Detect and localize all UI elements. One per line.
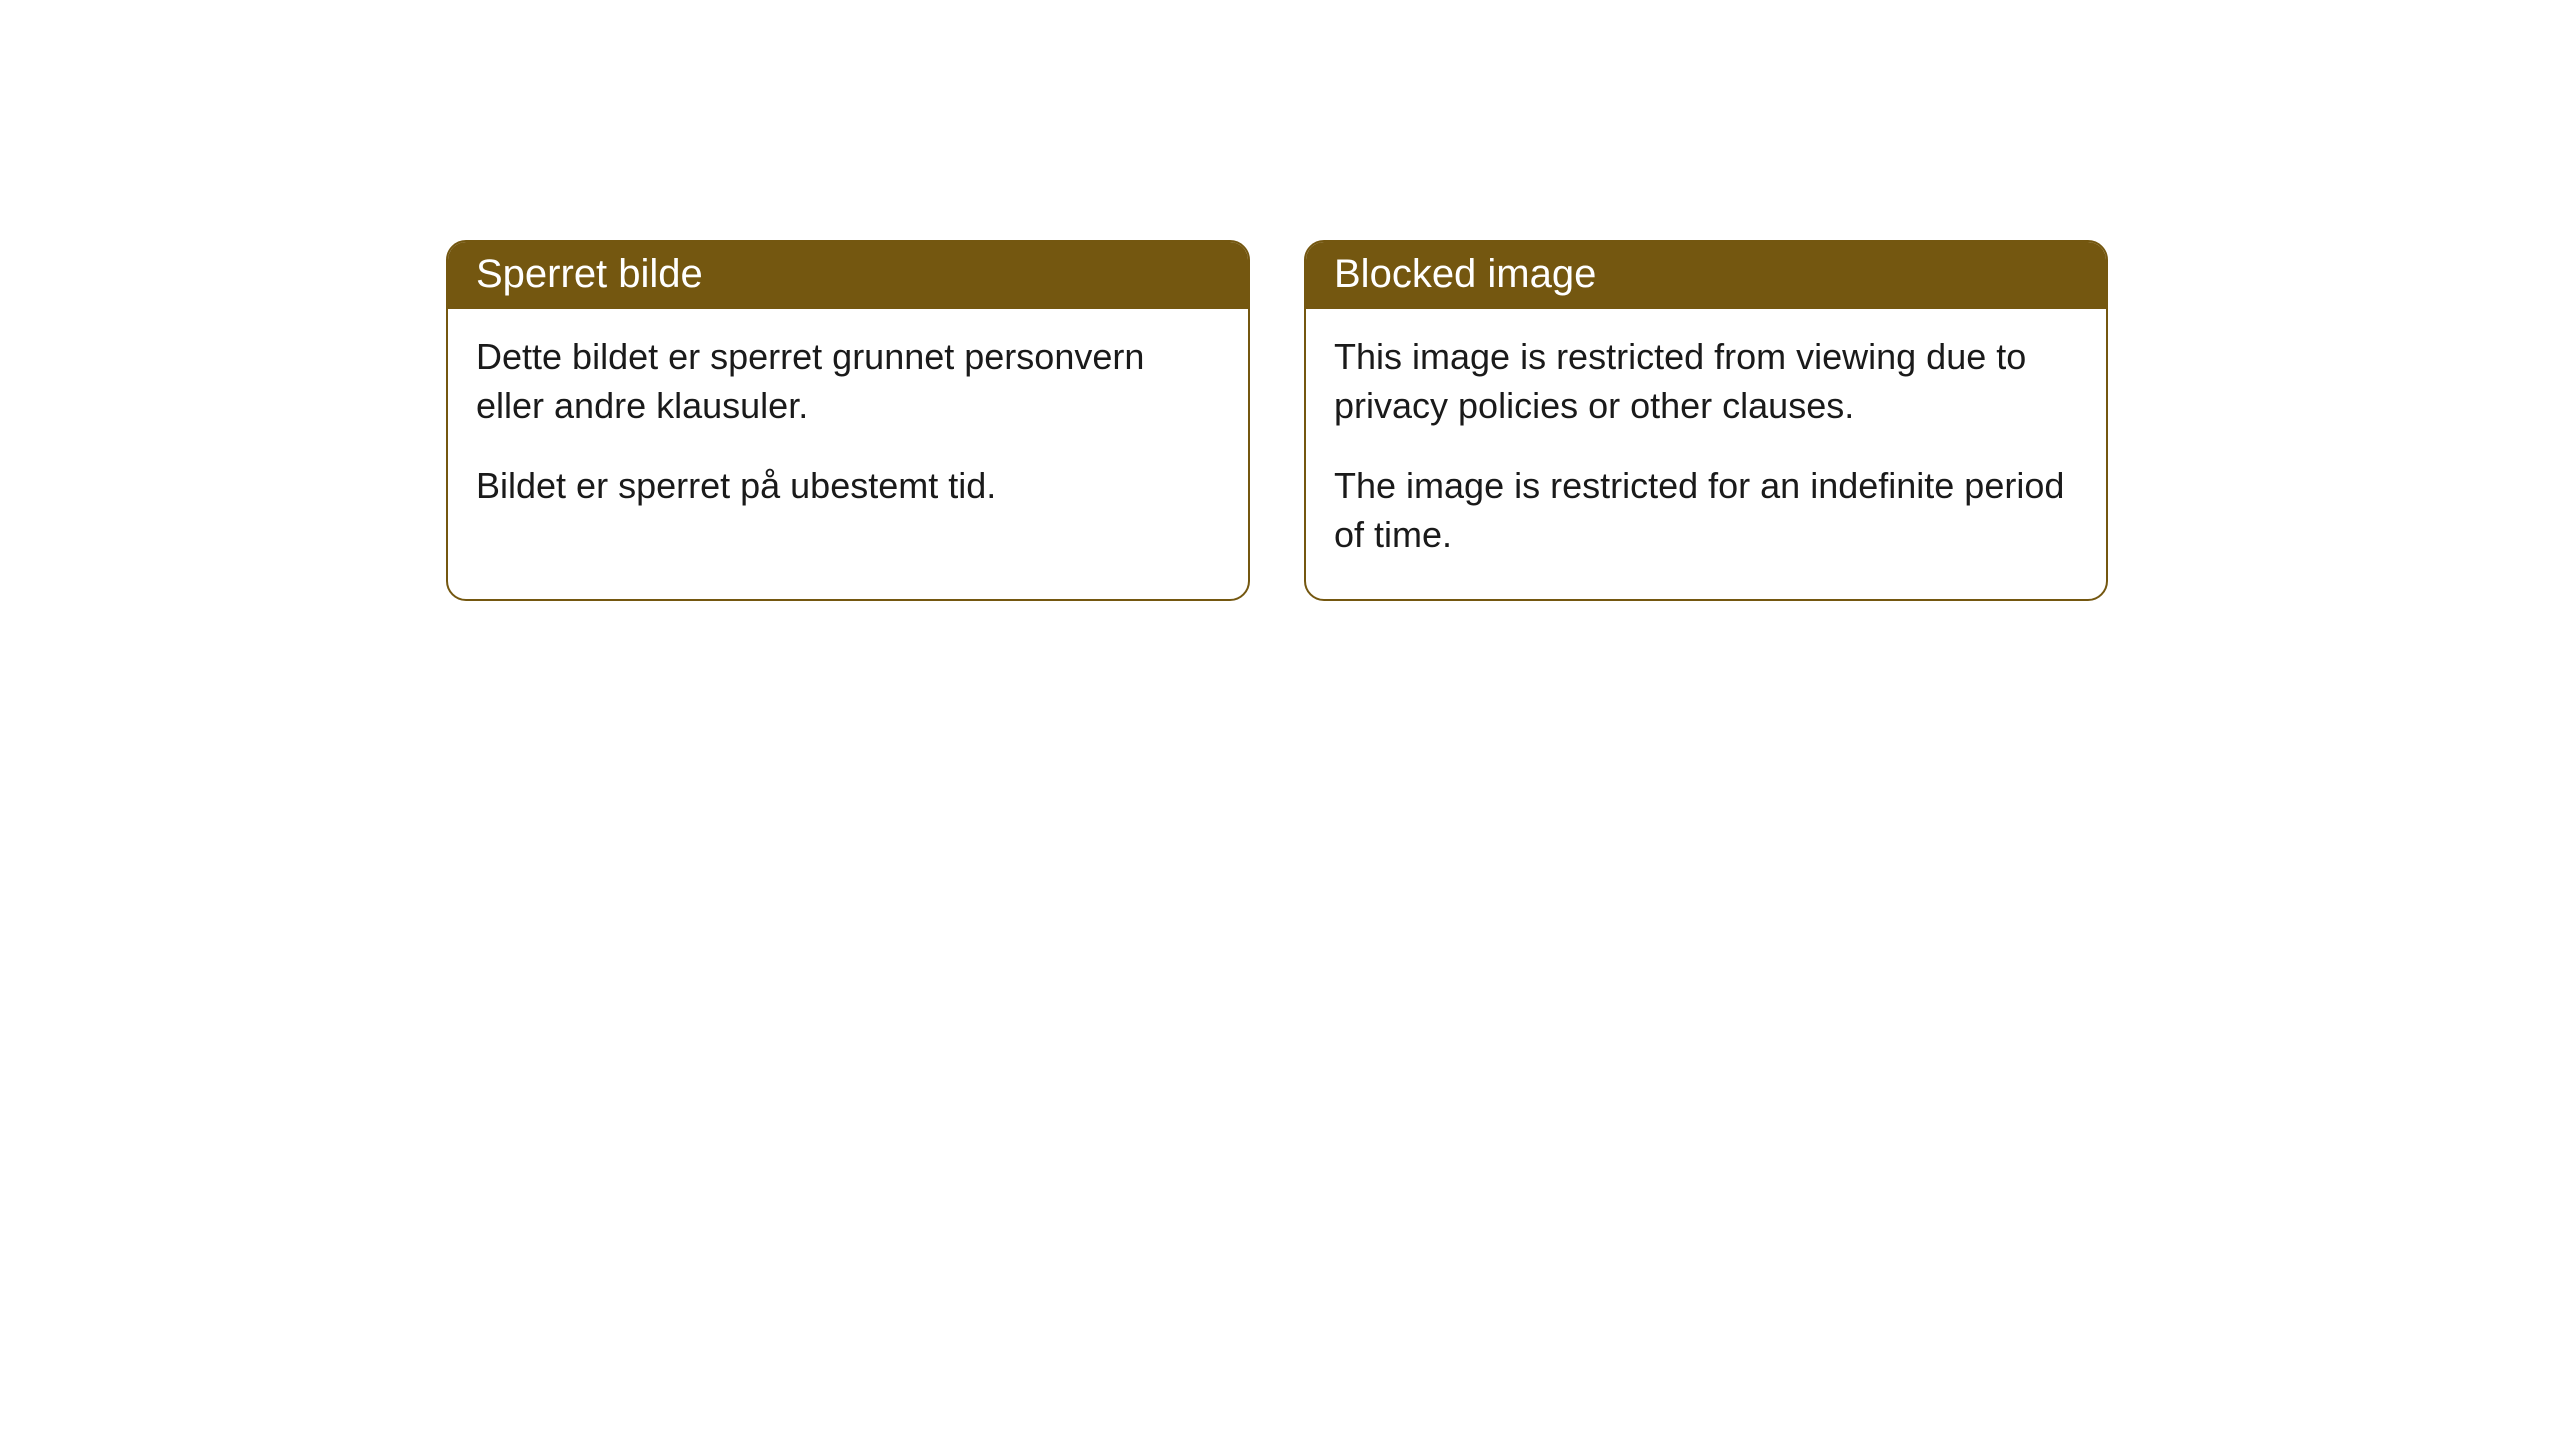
card-text-no-1: Dette bildet er sperret grunnet personve…	[476, 333, 1220, 430]
card-text-no-2: Bildet er sperret på ubestemt tid.	[476, 462, 1220, 511]
card-header-en: Blocked image	[1306, 242, 2106, 309]
notice-cards-container: Sperret bilde Dette bildet er sperret gr…	[0, 0, 2560, 601]
card-text-en-1: This image is restricted from viewing du…	[1334, 333, 2078, 430]
blocked-image-card-no: Sperret bilde Dette bildet er sperret gr…	[446, 240, 1250, 601]
card-header-no: Sperret bilde	[448, 242, 1248, 309]
card-body-no: Dette bildet er sperret grunnet personve…	[448, 309, 1248, 551]
card-body-en: This image is restricted from viewing du…	[1306, 309, 2106, 599]
card-text-en-2: The image is restricted for an indefinit…	[1334, 462, 2078, 559]
blocked-image-card-en: Blocked image This image is restricted f…	[1304, 240, 2108, 601]
